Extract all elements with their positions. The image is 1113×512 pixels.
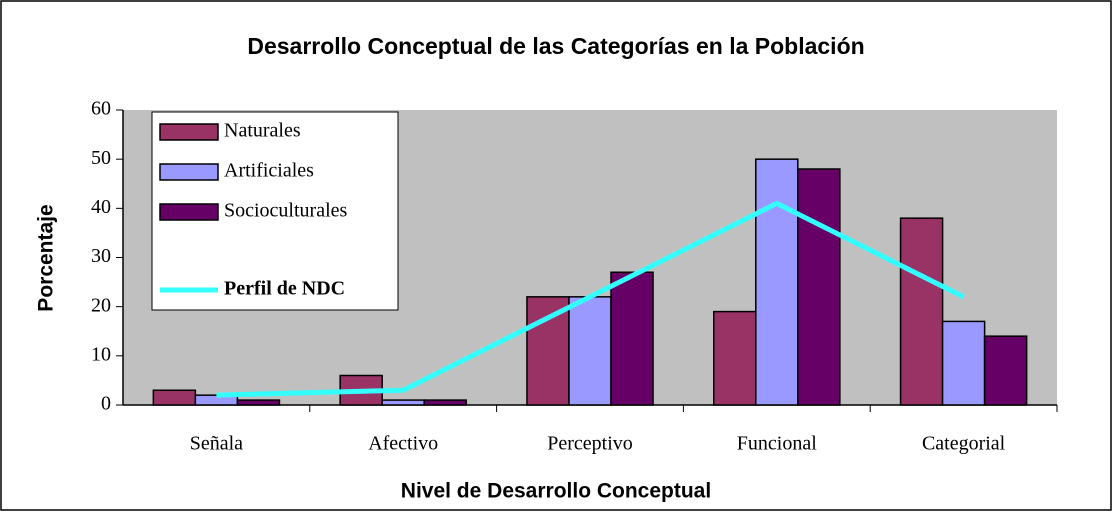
x-tick-label: Funcional <box>737 433 817 455</box>
y-tick-label: 30 <box>91 245 111 267</box>
bar <box>610 271 654 406</box>
legend-label: Perfil de NDC <box>224 278 345 300</box>
bar <box>899 217 944 406</box>
bar <box>381 399 425 406</box>
bar <box>983 335 1028 406</box>
y-tick-label: 40 <box>91 196 111 218</box>
x-axis-label: Nivel de Desarrollo Conceptual <box>401 480 711 503</box>
x-tick-label: Categorial <box>922 433 1006 455</box>
bar <box>152 389 197 406</box>
y-tick-label: 10 <box>91 343 111 365</box>
y-tick-label: 60 <box>91 98 111 120</box>
line-series <box>216 200 965 398</box>
chart-title: Desarrollo Conceptual de las Categorías … <box>247 33 864 59</box>
legend-label: Naturales <box>224 120 301 142</box>
y-tick-label: 0 <box>101 393 111 415</box>
x-tick-label: Señala <box>190 433 243 455</box>
bar <box>941 320 986 406</box>
bar <box>713 310 757 406</box>
legend-swatch <box>159 123 219 141</box>
bar <box>236 399 281 406</box>
y-tick-label: 20 <box>91 294 111 316</box>
y-axis-label: Porcentaje <box>35 204 58 311</box>
legend-label: Artificiales <box>224 160 314 182</box>
bar <box>423 399 467 406</box>
bar <box>568 296 612 406</box>
y-tick-label: 50 <box>91 147 111 169</box>
bar <box>797 168 841 406</box>
legend-swatch <box>159 163 219 181</box>
x-tick-label: Afectivo <box>368 433 438 455</box>
bar <box>755 158 799 406</box>
bar <box>526 296 570 406</box>
legend-swatch <box>159 203 219 221</box>
x-tick-label: Perceptivo <box>547 433 633 455</box>
legend-label: Socioculturales <box>224 200 348 222</box>
